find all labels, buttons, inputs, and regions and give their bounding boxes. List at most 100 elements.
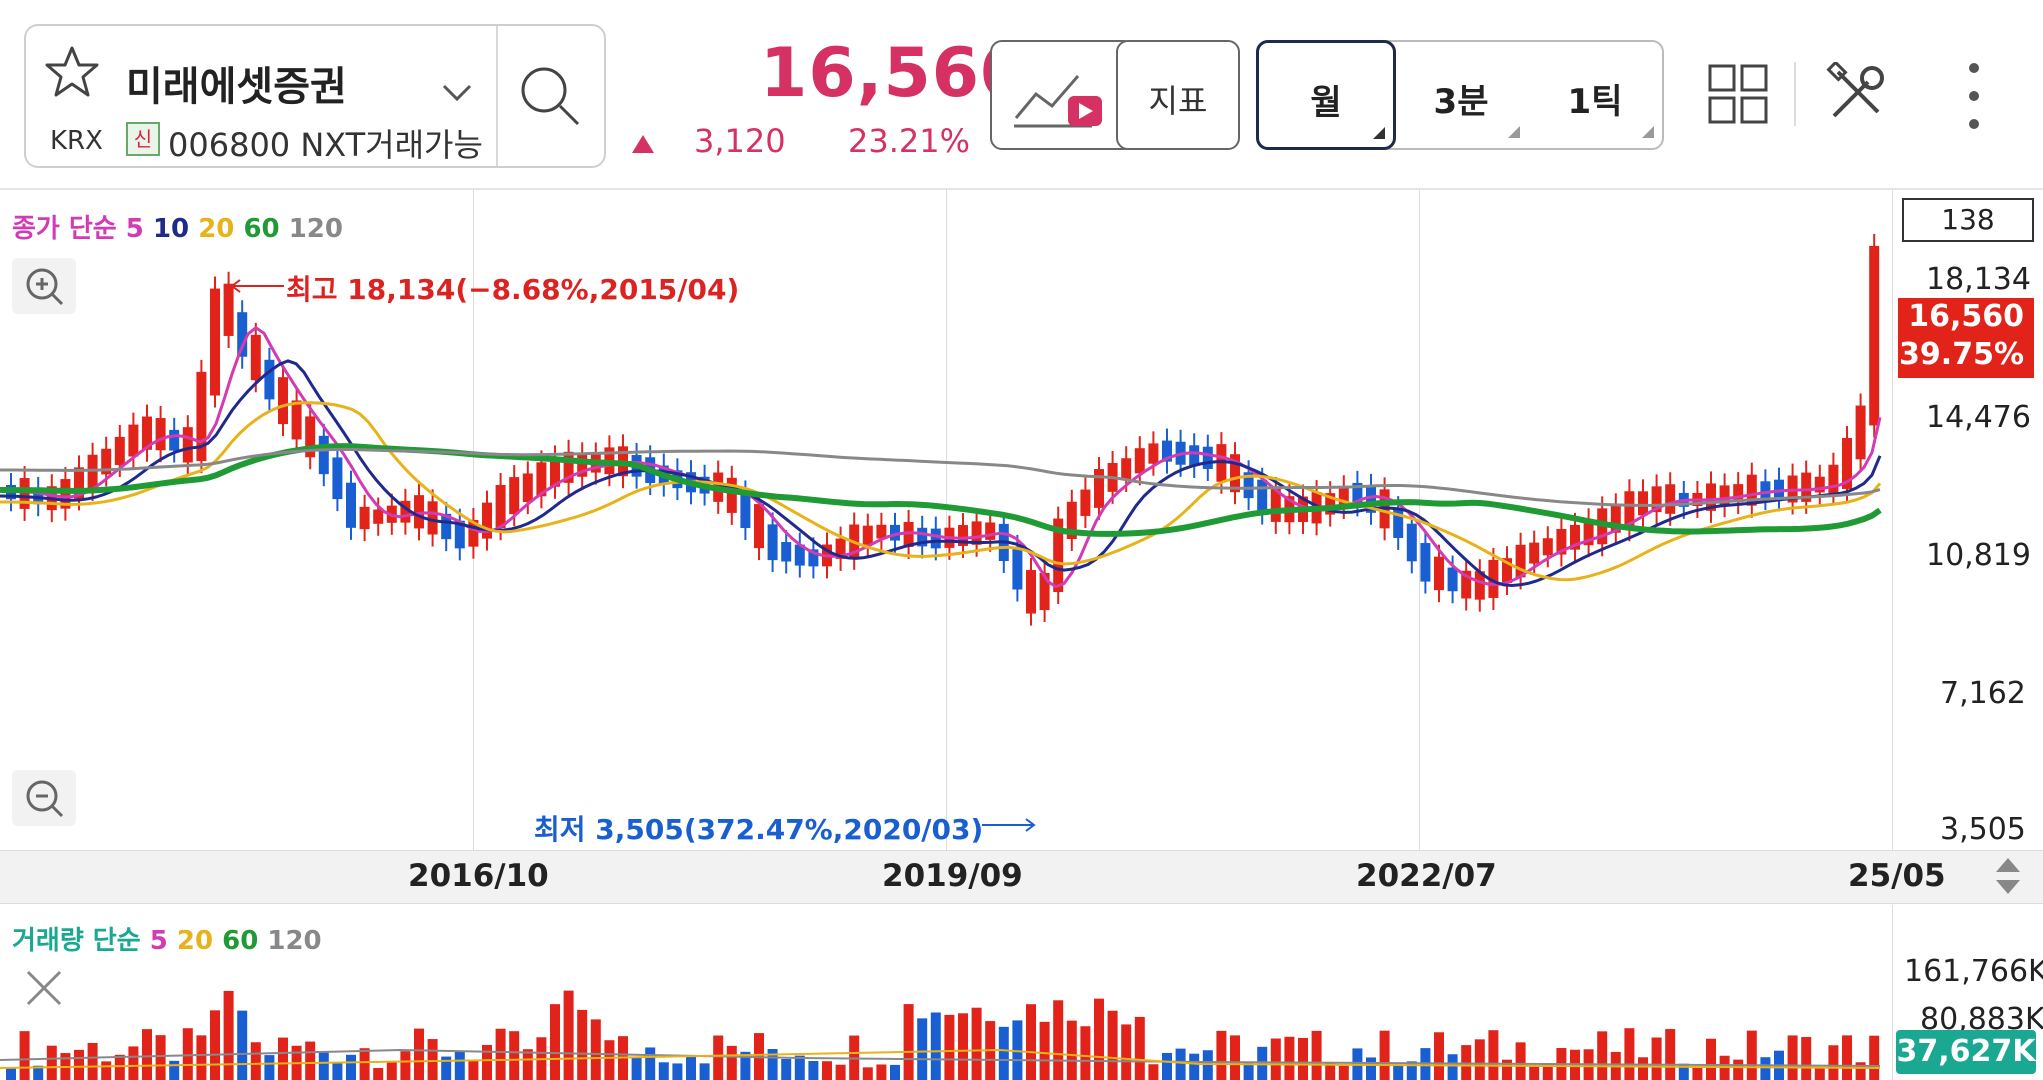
stock-selector[interactable]: 미래에셋증권 KRX 신 006800 NXT거래가능 — [24, 24, 606, 168]
vol-y-tick: 161,766K — [1904, 954, 2043, 989]
x-tick: 25/05 — [1848, 858, 1946, 894]
candle-body — [754, 504, 764, 549]
candle-body — [223, 283, 234, 336]
ma60-label: 60 — [243, 214, 280, 244]
candle-body — [1828, 464, 1839, 494]
candle-body — [495, 484, 506, 529]
candle-body — [1243, 472, 1254, 499]
period-month-button[interactable]: 월 — [1256, 40, 1396, 150]
volume-bar — [155, 1035, 166, 1080]
candle-body — [1338, 487, 1349, 508]
candle-body — [1148, 443, 1159, 464]
volume-bar — [1094, 998, 1104, 1080]
volume-bar — [1474, 1039, 1485, 1080]
change-rate: 23.21% — [848, 122, 971, 160]
volume-bar — [427, 1039, 438, 1080]
zoom-in-icon[interactable] — [12, 258, 76, 314]
volume-bar — [1651, 1037, 1662, 1080]
volume-bar — [74, 1049, 84, 1080]
up-triangle-icon — [632, 135, 654, 153]
x-axis-bar[interactable] — [0, 850, 2043, 904]
volume-bar — [1039, 1021, 1050, 1080]
volume-bar — [33, 1065, 44, 1080]
volume-bar — [645, 1047, 656, 1080]
volume-bar — [114, 1054, 125, 1080]
candle-body — [1121, 458, 1132, 480]
volume-bar — [958, 1013, 968, 1080]
volume-bar — [1270, 1038, 1281, 1080]
candle-body — [971, 521, 982, 545]
volume-bar — [1134, 1016, 1145, 1080]
zoom-out-icon[interactable] — [12, 770, 76, 826]
volume-chart — [0, 990, 1881, 1080]
ma10-line — [0, 359, 1882, 588]
candle-body — [1447, 567, 1458, 592]
volume-bar — [264, 1055, 275, 1080]
candle-body — [196, 371, 207, 462]
candlestick-chart — [0, 233, 1882, 626]
volume-bar — [604, 1040, 615, 1080]
volume-bar — [454, 1051, 465, 1080]
candle-body — [1583, 520, 1594, 546]
candle-body — [1189, 445, 1200, 466]
volume-bar — [1801, 1037, 1812, 1080]
chevron-down-icon[interactable] — [440, 82, 474, 104]
ma60-line — [0, 443, 1882, 537]
top-bar: 미래에셋증권 KRX 신 006800 NXT거래가능 16,560 3,120… — [0, 0, 2043, 190]
volume-bar — [1678, 1063, 1689, 1080]
current-rate-tag-value: 39.75% — [1899, 337, 2024, 372]
candle-body — [87, 454, 98, 489]
candle-body — [1202, 446, 1213, 469]
volume-bar — [1461, 1045, 1472, 1080]
candle-body — [1230, 454, 1240, 493]
volume-bar — [1529, 1066, 1540, 1080]
volume-bar — [237, 1010, 248, 1080]
volume-bar — [1855, 1062, 1866, 1080]
candle-body — [454, 520, 465, 549]
candle-body — [318, 435, 329, 475]
candle-body — [1706, 483, 1716, 511]
visible-count-box[interactable]: 138 — [1902, 198, 2034, 242]
volume-bar — [250, 1042, 261, 1080]
volume-bar — [386, 1061, 397, 1080]
volume-bar — [332, 1062, 343, 1080]
volume-bar — [318, 1051, 329, 1080]
volume-bar — [1175, 1048, 1186, 1080]
close-icon[interactable] — [22, 966, 66, 1010]
period-1tick-button[interactable]: 1틱 — [1528, 42, 1662, 148]
candle-body — [903, 521, 914, 547]
candle-body — [1746, 474, 1757, 506]
volume-bar — [658, 1062, 669, 1080]
tools-icon[interactable] — [1824, 62, 1888, 126]
candle-body — [1502, 558, 1512, 583]
volume-bar — [1814, 1067, 1825, 1080]
volume-bar — [1298, 1037, 1308, 1080]
x-tick: 2019/09 — [882, 858, 1023, 894]
candle-body — [958, 525, 968, 546]
search-icon[interactable] — [516, 62, 586, 132]
divider — [1794, 62, 1796, 126]
period-3min-button[interactable]: 3분 — [1394, 42, 1528, 148]
vol-ma20-line — [0, 1048, 1881, 1069]
volume-bar — [210, 1010, 220, 1080]
volume-bar — [1760, 1057, 1771, 1080]
indicator-button[interactable]: 지표 — [1116, 40, 1240, 150]
volume-bar — [46, 1045, 57, 1080]
candle-body — [726, 477, 737, 513]
candle-body — [128, 424, 139, 457]
ma5-label: 5 — [125, 214, 144, 244]
candle-body — [1624, 491, 1635, 530]
chart-video-button[interactable] — [990, 40, 1136, 150]
x-tick: 2022/07 — [1356, 858, 1497, 894]
more-options-icon[interactable] — [1962, 60, 1986, 132]
volume-bar — [414, 1028, 424, 1080]
candle-body — [278, 377, 288, 425]
volume-bar — [1393, 1064, 1404, 1080]
vol-ma20-label: 20 — [176, 926, 214, 956]
axis-resize-icon[interactable] — [1990, 854, 2026, 898]
favorite-star-icon[interactable] — [44, 44, 100, 100]
volume-bar — [1311, 1030, 1322, 1080]
volume-bar — [1787, 1035, 1798, 1080]
candle-body — [930, 528, 941, 549]
grid-layout-icon[interactable] — [1708, 64, 1768, 124]
